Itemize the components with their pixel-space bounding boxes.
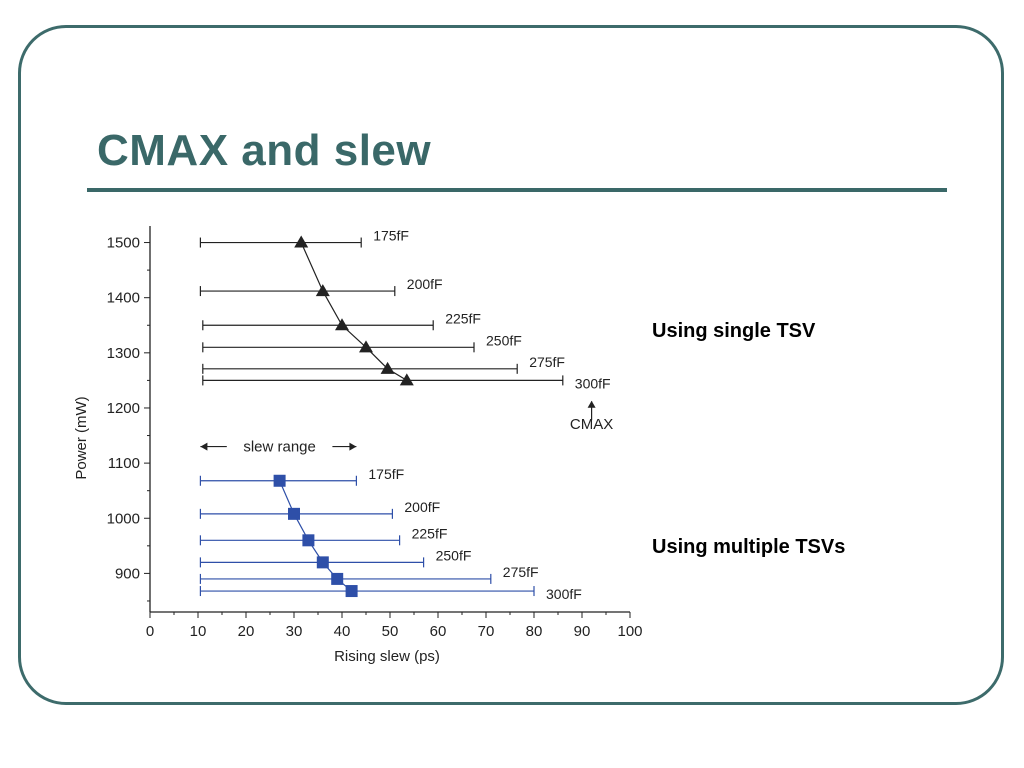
- data-point-square: [288, 507, 300, 520]
- y-axis-label: Power (mW): [73, 396, 90, 479]
- capacitance-label: 300fF: [575, 375, 611, 391]
- x-axis-label: Rising slew (ps): [334, 648, 440, 665]
- data-point-triangle: [335, 318, 349, 331]
- data-point-square: [316, 556, 329, 569]
- capacitance-label: 200fF: [404, 499, 440, 515]
- chart-marks: 175fF 200fF 225fF 250fF 275fF 300fF 175fF 200fF…: [199, 228, 613, 602]
- x-tick-label: 10: [190, 623, 207, 640]
- capacitance-label: 300fF: [546, 586, 582, 602]
- series-line: [300, 242, 408, 381]
- data-point-triangle: [294, 235, 309, 248]
- capacitance-label: 225fF: [445, 310, 481, 326]
- capacitance-label: 225fF: [412, 525, 448, 541]
- cmax-arrowhead: [587, 400, 596, 408]
- x-tick-label: 100: [617, 623, 642, 640]
- slew-range-arrowhead-left: [200, 442, 208, 451]
- data-point-square: [345, 585, 358, 598]
- capacitance-label: 250fF: [486, 332, 522, 348]
- chart-axes: 0 10 20 30 40 50 60 70 80 90 100 900 1000 1100 1200 130…: [107, 226, 643, 640]
- power-vs-slew-chart: 0 10 20 30 40 50 60 70 80 90 100 900 1000 1100 1200 130…: [73, 226, 643, 665]
- y-tick-label: 1300: [107, 345, 140, 362]
- x-tick-label: 0: [146, 623, 154, 640]
- y-tick-label: 1400: [107, 290, 140, 307]
- data-point-triangle: [399, 373, 414, 386]
- y-tick-label: 1100: [108, 455, 140, 472]
- capacitance-label: 175fF: [373, 228, 409, 244]
- capacitance-label: 200fF: [407, 276, 443, 292]
- data-point-square: [273, 474, 286, 487]
- capacitance-label: 175fF: [368, 466, 404, 482]
- y-tick-label: 1200: [107, 400, 140, 417]
- x-tick-label: 90: [574, 623, 591, 640]
- data-point-square: [331, 572, 344, 585]
- x-tick-label: 70: [478, 623, 495, 640]
- note-multiple-tsvs: Using multiple TSVs: [652, 536, 846, 558]
- cmax-label: CMAX: [570, 416, 613, 433]
- x-tick-label: 20: [238, 623, 255, 640]
- x-tick-label: 60: [430, 623, 447, 640]
- y-tick-label: 1000: [107, 510, 140, 527]
- note-single-tsv: Using single TSV: [652, 320, 816, 342]
- x-tick-label: 30: [286, 623, 303, 640]
- data-point-triangle: [315, 284, 330, 297]
- x-tick-label: 50: [382, 623, 399, 640]
- data-point-square: [302, 534, 315, 547]
- y-tick-label: 1500: [107, 235, 140, 252]
- capacitance-label: 250fF: [436, 547, 472, 563]
- data-point-triangle: [359, 340, 373, 353]
- data-point-triangle: [380, 361, 395, 374]
- capacitance-label: 275fF: [503, 564, 539, 580]
- slew-range-label: slew range: [243, 439, 316, 456]
- slide-title: CMAX and slew: [97, 126, 432, 175]
- y-tick-label: 900: [115, 565, 140, 582]
- x-tick-label: 80: [526, 623, 543, 640]
- x-tick-label: 40: [334, 623, 351, 640]
- title-underline: [87, 188, 947, 192]
- slew-range-arrowhead-right: [349, 442, 357, 451]
- capacitance-label: 275fF: [529, 354, 565, 370]
- slide-frame: [18, 25, 1004, 705]
